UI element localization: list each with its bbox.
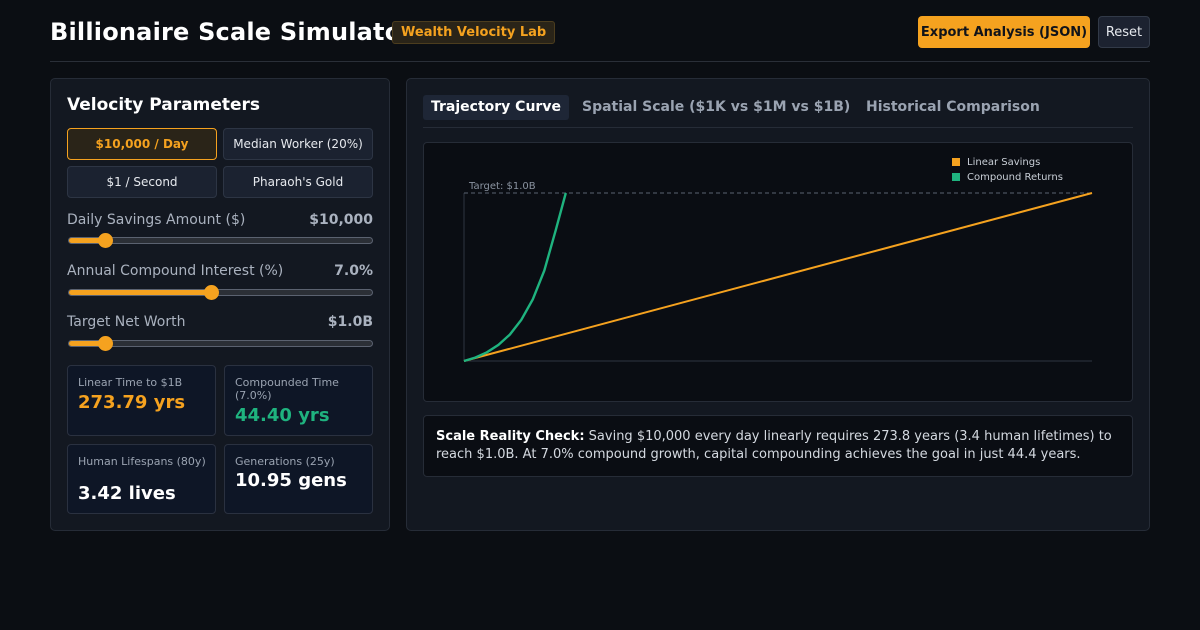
target-net-worth-slider[interactable] [68, 336, 373, 351]
target-net-worth-label: Target Net Worth [67, 314, 186, 330]
trajectory-chart: Target: $1.0B Linear Savings Compound Re… [423, 142, 1133, 402]
slider-fill [69, 341, 106, 346]
linear-time-card: Linear Time to $1B 273.79 yrs [67, 365, 216, 436]
slider-fill [69, 290, 212, 295]
tab-historical-comparison[interactable]: Historical Comparison [866, 99, 1040, 115]
legend-swatch-compound-returns [952, 173, 960, 181]
preset-1-per-second[interactable]: $1 / Second [67, 166, 217, 198]
export-analysis-button[interactable]: Export Analysis (JSON) [918, 16, 1090, 48]
trajectory-chart-svg: Target: $1.0B Linear Savings Compound Re… [463, 157, 1093, 363]
stat-label: Linear Time to $1B [78, 376, 183, 389]
stat-value: 10.95 gens [235, 470, 347, 491]
visualization-panel: Trajectory Curve Spatial Scale ($1K vs $… [406, 78, 1150, 531]
slider-thumb[interactable] [98, 233, 114, 248]
reset-button[interactable]: Reset [1098, 16, 1150, 48]
daily-savings-label: Daily Savings Amount ($) [67, 212, 246, 228]
preset-pharaohs-gold[interactable]: Pharaoh's Gold [223, 166, 373, 198]
compounded-time-card: Compounded Time (7.0%) 44.40 yrs [224, 365, 373, 436]
header: Billionaire Scale Simulator Wealth Veloc… [50, 16, 1150, 62]
slider-thumb[interactable] [98, 336, 114, 351]
series-line-linear-savings [463, 192, 1093, 362]
preset-10k-per-day[interactable]: $10,000 / Day [67, 128, 217, 160]
compound-interest-value: 7.0% [334, 263, 373, 279]
scale-reality-check: Scale Reality Check: Saving $10,000 ever… [423, 415, 1133, 477]
panel-title: Velocity Parameters [67, 95, 261, 115]
tab-trajectory-curve[interactable]: Trajectory Curve [423, 95, 569, 120]
compound-interest-slider[interactable] [68, 285, 373, 300]
series-line-compound-returns [463, 192, 567, 363]
stat-value: 3.42 lives [78, 483, 176, 504]
daily-savings-value: $10,000 [309, 212, 373, 228]
insight-heading: Scale Reality Check: [436, 429, 585, 444]
stat-value: 273.79 yrs [78, 392, 186, 413]
insight-text: Saving $10,000 every day linearly requir… [436, 429, 1112, 462]
stat-label: Compounded Time (7.0%) [235, 376, 339, 402]
compound-interest-label: Annual Compound Interest (%) [67, 263, 284, 279]
stat-value: 44.40 yrs [235, 405, 330, 426]
legend-swatch-linear-savings [952, 158, 960, 166]
target-net-worth-value: $1.0B [327, 314, 373, 330]
stat-label: Human Lifespans (80y) [78, 455, 206, 468]
tab-divider [423, 127, 1133, 128]
preset-median-worker[interactable]: Median Worker (20%) [223, 128, 373, 160]
app-title: Billionaire Scale Simulator [50, 18, 414, 46]
human-lifespans-card: Human Lifespans (80y) 3.42 lives [67, 444, 216, 514]
daily-savings-slider[interactable] [68, 233, 373, 248]
generations-card: Generations (25y) 10.95 gens [224, 444, 373, 514]
lab-badge: Wealth Velocity Lab [392, 21, 556, 44]
slider-fill [69, 238, 106, 243]
stat-label: Generations (25y) [235, 455, 335, 468]
slider-thumb[interactable] [204, 285, 220, 300]
tab-spatial-scale[interactable]: Spatial Scale ($1K vs $1M vs $1B) [582, 99, 851, 115]
velocity-parameters-panel: Velocity Parameters $10,000 / Day Median… [50, 78, 390, 531]
target-label: Target: $1.0B [468, 181, 536, 192]
legend-label-linear-savings: Linear Savings [967, 157, 1040, 168]
legend-label-compound-returns: Compound Returns [967, 172, 1063, 183]
